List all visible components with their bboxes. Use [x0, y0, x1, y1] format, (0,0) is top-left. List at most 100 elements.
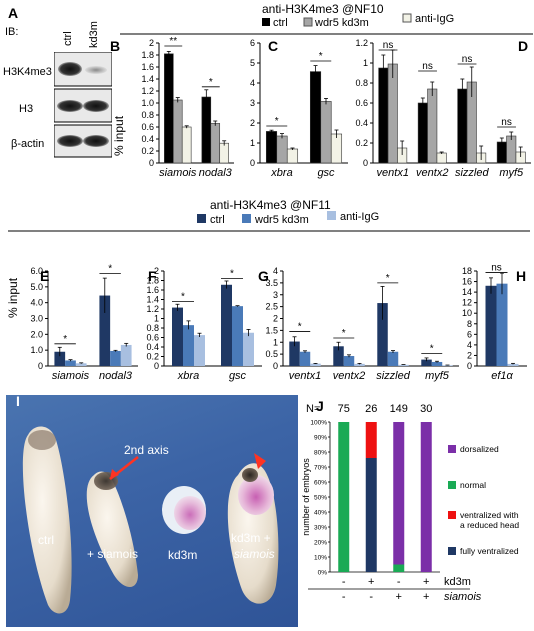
y-tick-label: 2.5 — [265, 302, 278, 312]
y-tick-label: 0 — [149, 158, 154, 168]
sig-marker: * — [342, 328, 346, 339]
top-legend-swatch-igg — [402, 13, 412, 23]
y-tick-label: 3.5 — [265, 278, 278, 288]
j-y-tick-label: 50% — [314, 495, 327, 502]
y-tick-label: 4.0 — [30, 298, 43, 308]
y-tick-label: 0.6 — [146, 333, 159, 343]
j-siamois-sign: + — [396, 591, 402, 603]
j-legend-swatch — [448, 481, 456, 489]
chart-j: 0% 10% 20% 30% 40% 50% 60% 70% 80% 90% 100% number … — [301, 403, 519, 603]
j-n-label: N= — [306, 403, 320, 415]
panel-letter-c: C — [268, 38, 279, 54]
y-tick-label: 2.0 — [30, 329, 43, 339]
bottom-legend-kd3m: wdr5 kd3m — [254, 214, 309, 226]
bar-anti-IgG-siamois — [75, 363, 87, 366]
j-siamois-sign: - — [369, 591, 373, 603]
y-tick-label: 0 — [467, 361, 472, 371]
western-blot — [54, 52, 112, 158]
x-category-label: ventx1 — [377, 167, 409, 179]
y-tick-label: 10 — [462, 308, 472, 318]
sig-marker: ns — [383, 40, 394, 51]
bar-anti-IgG-ventx1 — [310, 363, 321, 366]
y-tick-label: 1.2 — [146, 304, 159, 314]
y-tick-label: 2 — [250, 118, 255, 128]
bar-ctrl-gsc — [309, 71, 322, 164]
y-tick-label: 2 — [273, 314, 278, 324]
sig-marker: ns — [491, 263, 502, 274]
y-tick-label: 2 — [467, 350, 472, 360]
blot-lane-kd3m: kd3m — [88, 21, 100, 48]
x-category-label: ef1α — [491, 370, 513, 382]
j-y-tick-label: 70% — [314, 465, 327, 472]
j-bar-normal-3 — [393, 564, 405, 572]
panel-letter-g: G — [258, 268, 269, 284]
bar-anti-IgG-nodal3 — [120, 344, 132, 366]
bar-ctrl-siamois — [54, 351, 66, 366]
ylabel-top: % input — [112, 115, 126, 156]
sig-marker: * — [108, 263, 112, 274]
y-tick-label: 1 — [154, 314, 159, 324]
bottom-title: anti-H3K4me3 @NF11 — [210, 198, 331, 212]
j-legend-label-1: ventralized with — [460, 510, 519, 520]
j-legend-label: normal — [460, 480, 486, 490]
j-bar-normal-1 — [338, 422, 350, 572]
y-tick-label: 4 — [273, 266, 278, 276]
bottom-legend-ctrl: ctrl — [210, 214, 225, 226]
y-tick-label: 0 — [273, 361, 278, 371]
y-tick-label: 0.6 — [355, 98, 368, 108]
bar-wdr5-kd3m-ventx1 — [387, 63, 398, 164]
photo-label-2nd-axis: 2nd axis — [124, 443, 169, 457]
panel-letter-d: D — [518, 38, 529, 54]
bottom-legend: ctrl wdr5 kd3m anti-IgG — [8, 211, 530, 232]
bar-wdr5-kd3m-siamois — [172, 99, 183, 164]
bar-wdr5-kd3m-gsc — [232, 306, 243, 366]
top-legend-igg: anti-IgG — [415, 13, 454, 25]
sig-marker: * — [430, 344, 434, 355]
y-tick-label: 5 — [250, 58, 255, 68]
y-tick-label: 1.4 — [141, 74, 154, 84]
chart-g: 0 0.5 1 1.52 2.5 3 3.5 4 ventx1 ventx2 sizzled myf5… — [265, 266, 459, 382]
bar-ctrl-ventx1 — [289, 341, 300, 366]
j-row-label-siamois: siamois — [444, 591, 482, 603]
x-category-label: ventx1 — [289, 370, 321, 382]
y-tick-label: 5.0 — [30, 282, 43, 292]
y-tick-label: 8 — [467, 319, 472, 329]
arrowhead-marker — [254, 453, 266, 469]
y-tick-label: 1.2 — [355, 38, 368, 48]
j-y-tick-label: 30% — [314, 525, 327, 532]
panel-letter-e: E — [40, 268, 50, 284]
top-legend-swatch-kd3m — [303, 17, 313, 27]
j-kd3m-sign: - — [397, 576, 401, 588]
y-tick-label: 1.6 — [146, 285, 159, 295]
x-category-label: sizzled — [376, 370, 411, 382]
y-tick-label: 3 — [250, 98, 255, 108]
sig-marker: * — [209, 77, 213, 88]
bar-wdr5-kd3m-ventx2 — [427, 88, 438, 164]
bar-wdr5-kd3m-xbra — [276, 135, 288, 164]
bar-anti-IgG-gsc — [330, 133, 343, 164]
bar-ctrl-myf5 — [421, 359, 432, 366]
bar-anti-IgG-gsc — [243, 332, 254, 366]
bottom-legend-swatch-kd3m — [242, 214, 251, 223]
y-tick-label: 2 — [149, 38, 154, 48]
j-bar-dorsalized-4 — [420, 422, 432, 572]
y-tick-label: 3 — [273, 290, 278, 300]
bar-ctrl-xbra — [265, 131, 278, 164]
bar-anti-IgG-xbra — [194, 335, 205, 366]
top-legend-ctrl: ctrl — [273, 17, 288, 29]
y-tick-label: 0.8 — [355, 78, 368, 88]
j-n-value: 75 — [338, 403, 350, 415]
photo-label-kd3m-plus: kd3m + — [231, 531, 271, 545]
sig-marker: * — [230, 269, 234, 280]
y-tick-label: 16 — [462, 277, 472, 287]
bar-wdr5-kd3m-gsc — [320, 101, 332, 164]
y-tick-label: 6 — [250, 38, 255, 48]
bar-ctrl-nodal3 — [99, 295, 111, 366]
y-tick-label: 6 — [467, 329, 472, 339]
bar-wdr5-kd3m-ef1α — [496, 283, 508, 366]
y-tick-label: 3.0 — [30, 314, 43, 324]
blot-row-label-bactin: β-actin — [11, 138, 45, 150]
photo-label-kd3m-siamois: siamois — [234, 547, 275, 561]
blot-band-h3k4me3-ctrl — [58, 62, 82, 76]
y-tick-label: 0.4 — [146, 342, 159, 352]
